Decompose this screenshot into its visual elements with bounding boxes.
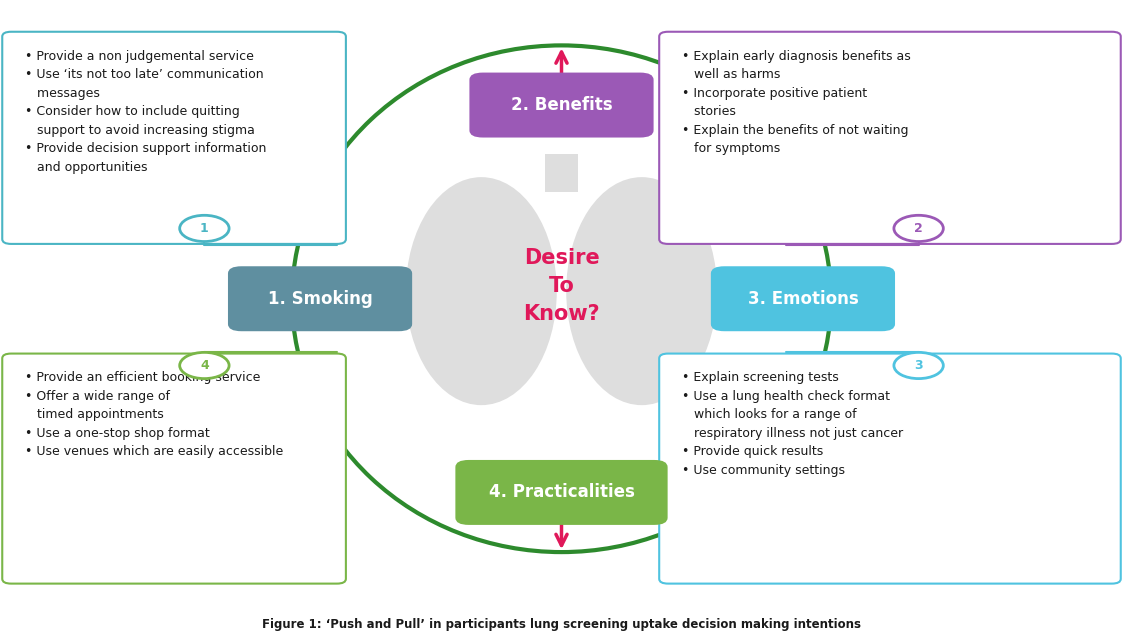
Text: 4: 4 <box>200 359 209 372</box>
Text: 1. Smoking: 1. Smoking <box>267 290 373 307</box>
FancyBboxPatch shape <box>228 266 412 331</box>
Text: • Provide a non judgemental service
• Use ‘its not too late’ communication
   me: • Provide a non judgemental service • Us… <box>25 49 266 174</box>
FancyBboxPatch shape <box>469 72 654 138</box>
Text: Desire
To
Know?: Desire To Know? <box>523 248 600 324</box>
Circle shape <box>894 216 943 242</box>
Bar <box>545 154 578 192</box>
Text: 1: 1 <box>200 222 209 235</box>
Text: • Explain early diagnosis benefits as
   well as harms
• Incorporate positive pa: • Explain early diagnosis benefits as we… <box>682 49 911 155</box>
FancyBboxPatch shape <box>456 460 667 525</box>
Text: • Provide an efficient booking service
• Offer a wide range of
   timed appointm: • Provide an efficient booking service •… <box>25 372 283 458</box>
Circle shape <box>180 216 229 242</box>
Circle shape <box>894 353 943 378</box>
Text: 4. Practicalities: 4. Practicalities <box>489 484 634 501</box>
FancyBboxPatch shape <box>711 266 895 331</box>
Text: 2. Benefits: 2. Benefits <box>511 96 612 114</box>
Circle shape <box>180 353 229 378</box>
Text: • Explain screening tests
• Use a lung health check format
   which looks for a : • Explain screening tests • Use a lung h… <box>682 372 903 477</box>
Text: 2: 2 <box>914 222 923 235</box>
Ellipse shape <box>405 177 557 405</box>
FancyBboxPatch shape <box>659 32 1121 244</box>
Text: Figure 1: ‘Push and Pull’ in participants lung screening uptake decision making : Figure 1: ‘Push and Pull’ in participant… <box>262 618 861 631</box>
FancyBboxPatch shape <box>2 32 346 244</box>
FancyBboxPatch shape <box>659 354 1121 584</box>
Text: 3. Emotions: 3. Emotions <box>748 290 858 307</box>
Text: 3: 3 <box>914 359 923 372</box>
Ellipse shape <box>566 177 718 405</box>
FancyBboxPatch shape <box>2 354 346 584</box>
